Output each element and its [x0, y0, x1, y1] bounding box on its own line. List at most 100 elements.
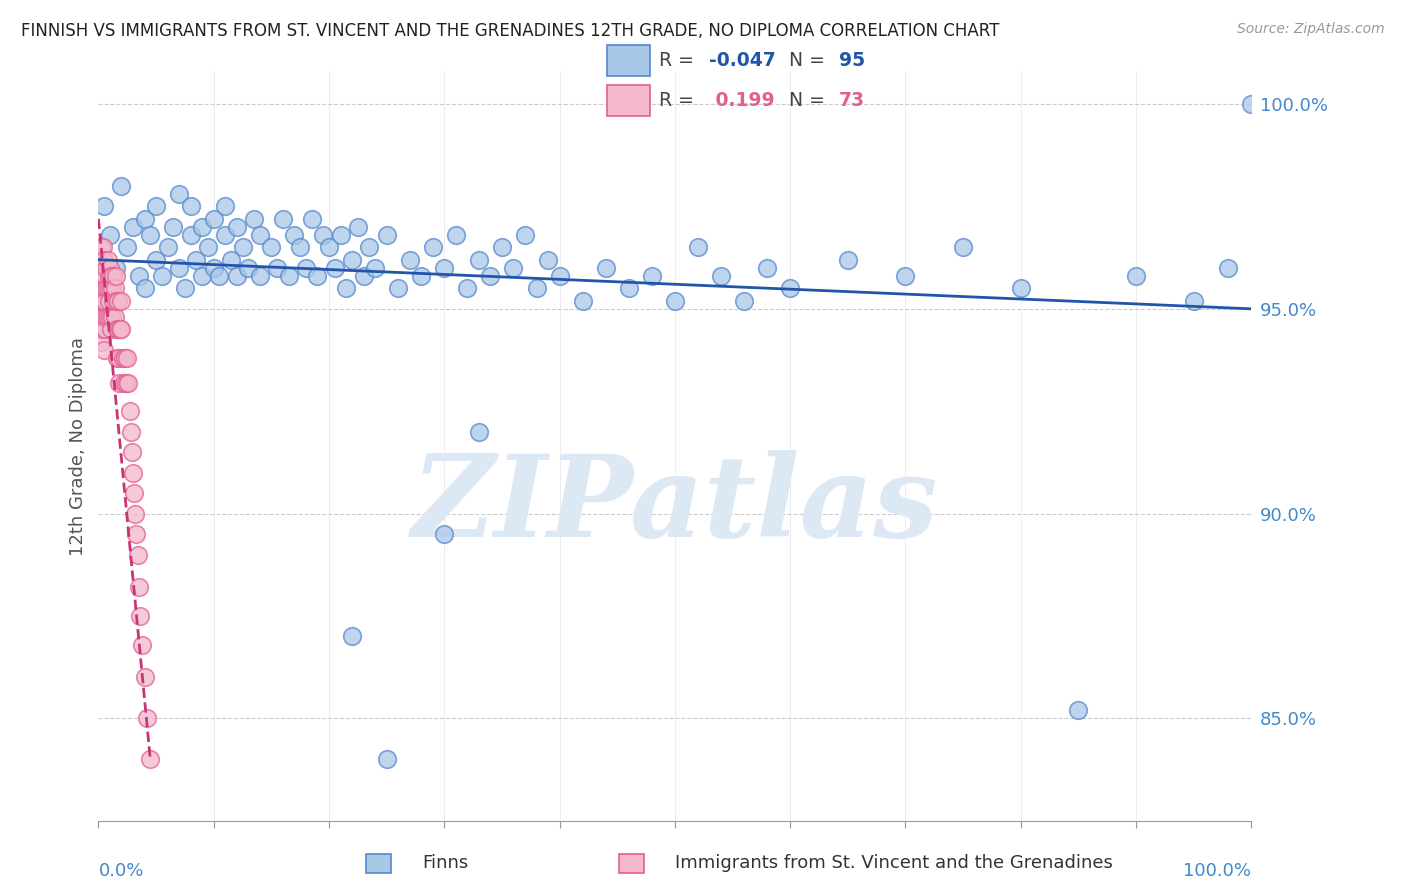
Point [491, 240, 513, 254]
Point [97, 293, 120, 308]
Point [411, 269, 433, 284]
Point [422, 240, 444, 254]
Point [456, 281, 478, 295]
Point [120, 425, 142, 439]
Point [93, 199, 115, 213]
Point [103, 269, 125, 284]
Point [93, 281, 115, 295]
Point [134, 670, 156, 684]
Point [110, 322, 132, 336]
Text: R =: R = [659, 91, 700, 110]
Point [90, 334, 112, 349]
Text: 0.199: 0.199 [709, 91, 775, 110]
Text: 73: 73 [839, 91, 865, 110]
Point [93, 310, 115, 324]
Point [96, 310, 118, 324]
Point [312, 228, 335, 243]
Text: Finns: Finns [422, 854, 468, 871]
Point [134, 211, 156, 226]
Point [1010, 281, 1032, 295]
Point [664, 293, 686, 308]
Point [110, 322, 132, 336]
Point [208, 269, 231, 284]
Point [295, 260, 318, 275]
Point [537, 252, 560, 267]
Point [97, 269, 120, 284]
Point [145, 199, 167, 213]
Point [90, 240, 112, 254]
Point [641, 269, 664, 284]
Point [894, 269, 917, 284]
Point [779, 281, 801, 295]
Point [110, 293, 132, 308]
Point [271, 211, 294, 226]
Point [108, 376, 131, 390]
Point [98, 228, 121, 243]
Point [444, 228, 467, 243]
Point [156, 240, 179, 254]
Point [96, 260, 118, 275]
Point [118, 404, 141, 418]
Point [145, 252, 167, 267]
Point [335, 281, 357, 295]
Text: 0.0%: 0.0% [98, 862, 143, 880]
Point [103, 281, 125, 295]
Point [139, 228, 162, 243]
Point [214, 199, 236, 213]
Text: N =: N = [789, 91, 831, 110]
Point [93, 252, 115, 267]
Point [129, 608, 152, 623]
Point [225, 269, 247, 284]
Point [260, 240, 283, 254]
Point [202, 211, 225, 226]
Text: Immigrants from St. Vincent and the Grenadines: Immigrants from St. Vincent and the Gren… [675, 854, 1112, 871]
Point [174, 281, 197, 295]
Bar [607, 85, 650, 116]
Point [105, 351, 128, 365]
Point [101, 281, 124, 295]
Point [433, 527, 456, 541]
Point [347, 219, 370, 234]
Text: 95: 95 [839, 51, 865, 70]
Point [110, 179, 132, 194]
Point [91, 293, 114, 308]
Point [103, 293, 125, 308]
Point [91, 322, 114, 336]
Text: N =: N = [789, 51, 831, 70]
Point [231, 240, 254, 254]
Point [90, 310, 112, 324]
Point [107, 293, 129, 308]
Point [191, 269, 214, 284]
Point [214, 228, 236, 243]
Point [307, 269, 329, 284]
Point [112, 376, 135, 390]
Point [180, 199, 202, 213]
Point [468, 425, 491, 439]
Text: R =: R = [659, 51, 700, 70]
Text: FINNISH VS IMMIGRANTS FROM ST. VINCENT AND THE GRENADINES 12TH GRADE, NO DIPLOMA: FINNISH VS IMMIGRANTS FROM ST. VINCENT A… [21, 22, 1000, 40]
Point [225, 219, 247, 234]
Point [139, 752, 162, 766]
Point [150, 269, 173, 284]
Point [202, 260, 225, 275]
Point [104, 293, 127, 308]
Point [128, 580, 150, 594]
Point [219, 252, 242, 267]
Point [359, 240, 381, 254]
Point [121, 445, 143, 459]
Point [103, 310, 125, 324]
Point [107, 322, 129, 336]
Point [93, 343, 115, 357]
Text: -0.047: -0.047 [709, 51, 776, 70]
Point [162, 219, 184, 234]
Point [128, 269, 150, 284]
Point [398, 252, 420, 267]
Point [167, 260, 190, 275]
Point [1125, 269, 1147, 284]
Point [100, 269, 122, 284]
Point [353, 269, 375, 284]
Point [122, 466, 145, 480]
Point [340, 629, 363, 643]
Point [98, 310, 121, 324]
Point [301, 211, 323, 226]
